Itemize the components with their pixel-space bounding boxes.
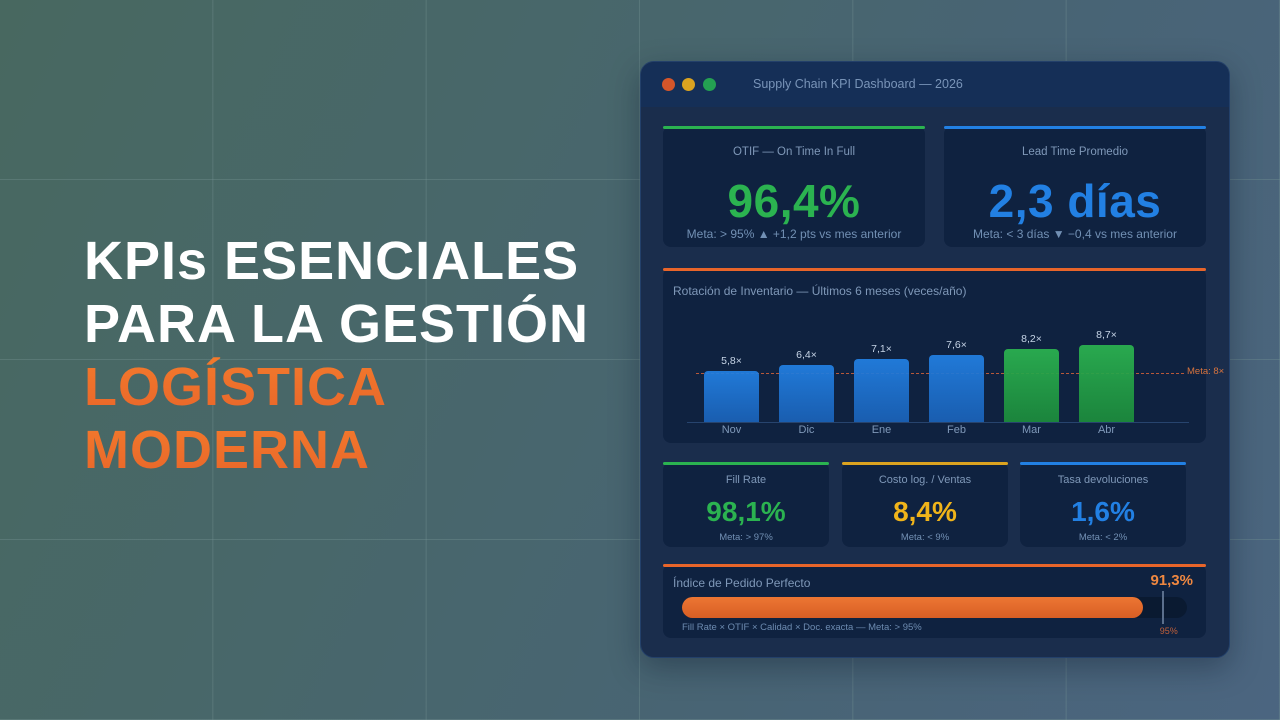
kpi-accent-bar (663, 462, 829, 465)
kpi-subtext: Meta: < 2% (1078, 532, 1128, 543)
kpi-value: 8,4% (893, 496, 957, 527)
bar-value-label: 7,1× (871, 343, 892, 355)
kpi-value: 96,4% (727, 175, 861, 227)
bar-value-label: 8,2× (1021, 333, 1042, 345)
x-axis (687, 422, 1189, 423)
kpi-subtext: Meta: > 97% (719, 532, 773, 543)
perfect-order-card: Índice de Pedido Perfecto 91,3% 95% Fill… (663, 564, 1206, 638)
kpi-card-return-rate: Tasa devoluciones 1,6% Meta: < 2% (1020, 462, 1186, 547)
chart-title: Rotación de Inventario — Últimos 6 meses… (673, 284, 967, 298)
headline-line-1: KPIs ESENCIALES (84, 231, 580, 291)
bar-abr[interactable] (1079, 345, 1134, 422)
x-axis-tick-label: Dic (798, 424, 815, 436)
kpi-accent-bar (663, 126, 925, 129)
progress-fill (682, 597, 1144, 618)
headline: KPIs ESENCIALES PARA LA GESTIÓN LOGÍSTIC… (84, 230, 589, 482)
bar-mar[interactable] (1004, 349, 1059, 422)
progress-formula: Fill Rate × OTIF × Calidad × Doc. exacta… (682, 622, 922, 633)
chart-accent-bar (663, 268, 1206, 271)
kpi-subtext: Meta: < 9% (900, 532, 950, 543)
inventory-turnover-chart: Rotación de Inventario — Últimos 6 meses… (663, 268, 1224, 443)
kpi-card-fill-rate: Fill Rate 98,1% Meta: > 97% (663, 462, 829, 547)
progress-title: Índice de Pedido Perfecto (673, 576, 811, 590)
bar-ene[interactable] (854, 359, 909, 422)
kpi-subtext: Meta: > 95% ▲ +1,2 pts vs mes anterior (686, 227, 902, 241)
x-axis-tick-label: Mar (1022, 424, 1041, 436)
kpi-accent-bar (1020, 462, 1186, 465)
kpi-card-otif: OTIF — On Time In Full 96,4% Meta: > 95%… (663, 126, 925, 247)
dashboard-window: Supply Chain KPI Dashboard — 2026 OTIF —… (640, 61, 1230, 658)
target-line-label: Meta: 8× (1187, 366, 1225, 377)
kpi-value: 98,1% (706, 496, 786, 527)
progress-track (682, 591, 1187, 624)
kpi-card-lead-time: Lead Time Promedio 2,3 días Meta: < 3 dí… (944, 126, 1206, 247)
close-window-button[interactable] (662, 78, 675, 91)
bar-value-label: 5,8× (721, 355, 742, 367)
window-title: Supply Chain KPI Dashboard — 2026 (753, 77, 963, 91)
kpi-value: 1,6% (1071, 496, 1135, 527)
headline-line-2: PARA LA GESTIÓN (84, 294, 590, 354)
headline-line-3: LOGÍSTICA (84, 356, 589, 419)
kpi-label: Lead Time Promedio (1021, 146, 1129, 158)
bar-value-label: 7,6× (946, 339, 967, 351)
bar-dic[interactable] (779, 365, 834, 422)
kpi-accent-bar (842, 462, 1008, 465)
progress-value: 91,3% (1150, 572, 1193, 589)
x-axis-tick-label: Feb (947, 424, 966, 436)
kpi-label: Fill Rate (725, 474, 767, 486)
progress-accent-bar (663, 564, 1206, 567)
kpi-card-logistics-cost: Costo log. / Ventas 8,4% Meta: < 9% (842, 462, 1008, 547)
x-axis-tick-label: Abr (1097, 424, 1116, 436)
target-marker (1161, 591, 1164, 624)
bar-value-label: 8,7× (1096, 329, 1117, 341)
x-axis-tick-label: Nov (721, 424, 742, 436)
kpi-value: 2,3 días (988, 175, 1162, 227)
bar-nov[interactable] (704, 371, 759, 422)
bar-feb[interactable] (929, 355, 984, 422)
kpi-subtext: Meta: < 3 días ▼ −0,4 vs mes anterior (973, 227, 1177, 241)
maximize-window-button[interactable] (703, 78, 716, 91)
window-titlebar[interactable]: Supply Chain KPI Dashboard — 2026 (641, 62, 1229, 107)
bar-value-label: 6,4× (796, 349, 817, 361)
minimize-window-button[interactable] (682, 78, 695, 91)
kpi-label: Costo log. / Ventas (878, 474, 972, 486)
kpi-accent-bar (944, 126, 1206, 129)
kpi-label: OTIF — On Time In Full (732, 146, 856, 158)
target-marker-label: 95% (1159, 626, 1178, 636)
kpi-label: Tasa devoluciones (1057, 474, 1149, 486)
headline-line-4: MODERNA (84, 419, 589, 482)
x-axis-tick-label: Ene (871, 424, 892, 436)
